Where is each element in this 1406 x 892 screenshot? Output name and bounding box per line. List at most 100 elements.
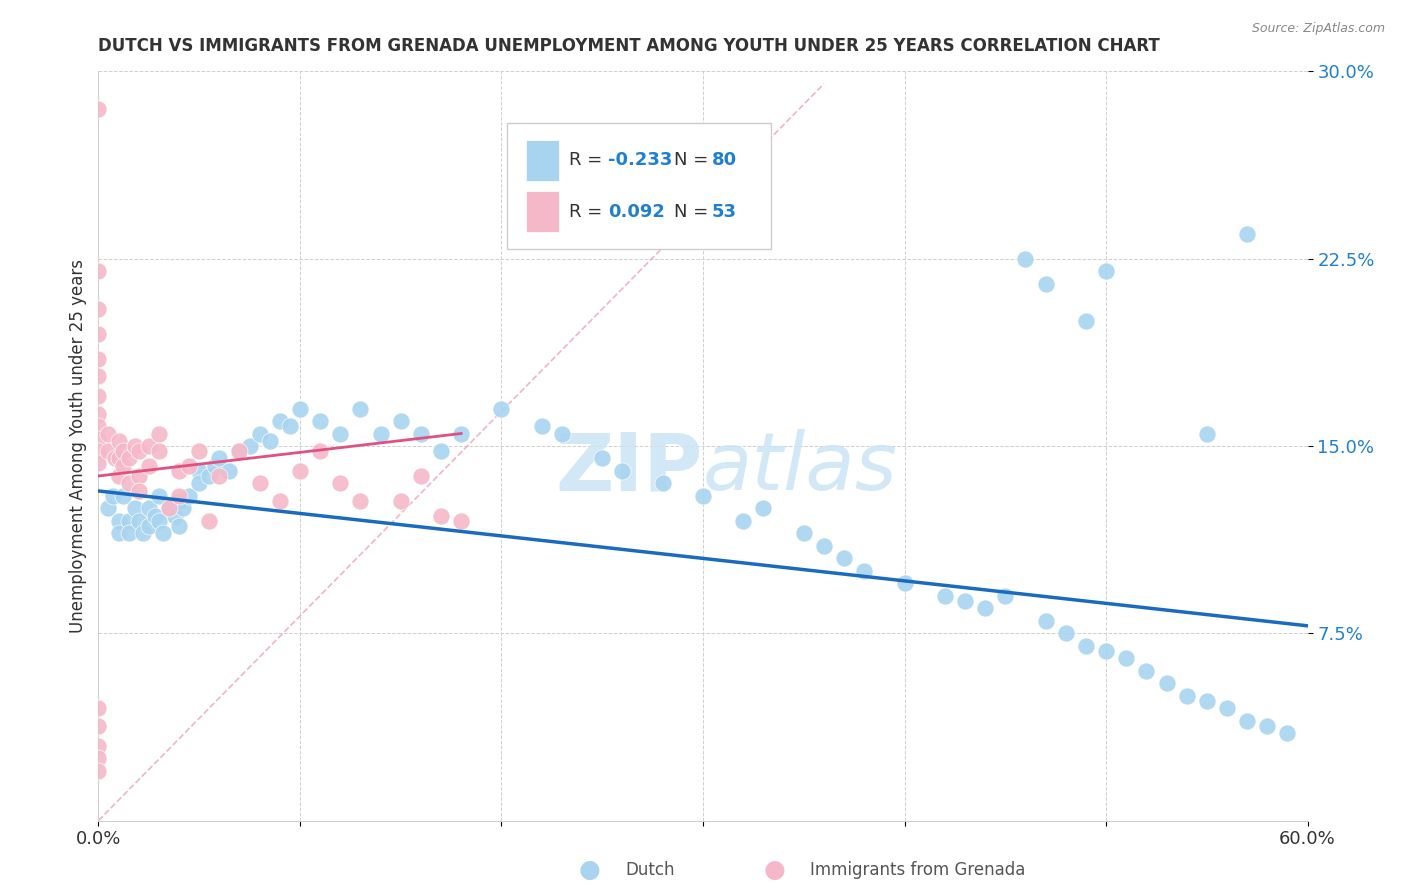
Point bbox=[143, 508, 166, 523]
Point bbox=[87, 389, 110, 403]
Point bbox=[138, 439, 160, 453]
Point bbox=[87, 739, 110, 753]
Point bbox=[832, 551, 855, 566]
Point bbox=[87, 444, 110, 458]
Point bbox=[107, 514, 129, 528]
Point bbox=[612, 464, 634, 478]
Point bbox=[87, 432, 110, 446]
Text: 0.092: 0.092 bbox=[607, 202, 665, 220]
Point bbox=[87, 719, 110, 733]
Point bbox=[111, 458, 134, 473]
Text: N =: N = bbox=[673, 202, 714, 220]
Point bbox=[111, 489, 134, 503]
Point bbox=[87, 369, 110, 384]
Point bbox=[491, 401, 513, 416]
Point bbox=[953, 594, 976, 608]
Point bbox=[551, 426, 574, 441]
Point bbox=[132, 526, 155, 541]
Point bbox=[138, 519, 160, 533]
Point bbox=[813, 539, 835, 553]
Point bbox=[692, 489, 714, 503]
Point bbox=[87, 264, 110, 278]
Point bbox=[1216, 701, 1239, 715]
Point bbox=[349, 401, 371, 416]
Point bbox=[1236, 714, 1258, 728]
Point bbox=[111, 444, 134, 458]
Point bbox=[349, 494, 371, 508]
Point bbox=[107, 451, 129, 466]
Text: ●: ● bbox=[763, 858, 786, 881]
Point bbox=[239, 439, 262, 453]
Text: 80: 80 bbox=[711, 152, 737, 169]
Point bbox=[208, 469, 231, 483]
Point bbox=[103, 451, 125, 466]
Point bbox=[188, 464, 211, 478]
Point bbox=[228, 444, 250, 458]
Point bbox=[107, 526, 129, 541]
Point bbox=[1095, 264, 1118, 278]
Point bbox=[591, 451, 613, 466]
Point bbox=[1095, 644, 1118, 658]
Point bbox=[249, 476, 271, 491]
Point bbox=[1156, 676, 1178, 690]
Point bbox=[974, 601, 997, 615]
Point bbox=[793, 526, 815, 541]
Point bbox=[152, 526, 174, 541]
Text: N =: N = bbox=[673, 152, 714, 169]
Point bbox=[1256, 719, 1278, 733]
Point bbox=[329, 476, 352, 491]
Point bbox=[430, 508, 453, 523]
Text: atlas: atlas bbox=[703, 429, 898, 508]
Point bbox=[1074, 314, 1097, 328]
Point bbox=[101, 489, 124, 503]
Point bbox=[288, 401, 311, 416]
Point bbox=[87, 407, 110, 421]
Point bbox=[389, 494, 412, 508]
Point bbox=[733, 514, 755, 528]
Text: ●: ● bbox=[579, 858, 600, 881]
Point bbox=[752, 501, 775, 516]
Point bbox=[87, 301, 110, 316]
Point bbox=[87, 751, 110, 765]
Point bbox=[1135, 664, 1157, 678]
Text: -0.233: -0.233 bbox=[607, 152, 672, 169]
Point bbox=[1074, 639, 1097, 653]
Point bbox=[1014, 252, 1036, 266]
Point bbox=[167, 519, 190, 533]
Point bbox=[1175, 689, 1198, 703]
Point bbox=[97, 426, 120, 441]
Point bbox=[118, 514, 141, 528]
Point bbox=[107, 469, 129, 483]
Point bbox=[148, 514, 170, 528]
Point bbox=[934, 589, 956, 603]
Point bbox=[87, 764, 110, 778]
Point bbox=[409, 426, 432, 441]
Point bbox=[128, 469, 150, 483]
Point bbox=[269, 494, 291, 508]
Point bbox=[249, 426, 271, 441]
Point bbox=[157, 501, 180, 516]
Point bbox=[530, 419, 553, 434]
Point bbox=[198, 514, 221, 528]
Text: ZIP: ZIP bbox=[555, 429, 703, 508]
Point bbox=[278, 419, 301, 434]
Point bbox=[118, 526, 141, 541]
Text: Immigrants from Grenada: Immigrants from Grenada bbox=[810, 861, 1025, 879]
Point bbox=[188, 444, 211, 458]
Point bbox=[128, 483, 150, 498]
Point bbox=[107, 434, 129, 448]
Point bbox=[118, 476, 141, 491]
Point bbox=[309, 444, 332, 458]
Point bbox=[148, 444, 170, 458]
Point bbox=[409, 469, 432, 483]
Text: R =: R = bbox=[568, 152, 607, 169]
Point bbox=[124, 501, 146, 516]
Point bbox=[148, 489, 170, 503]
Point bbox=[329, 426, 352, 441]
Point bbox=[87, 701, 110, 715]
Point bbox=[157, 501, 180, 516]
Point bbox=[1115, 651, 1137, 665]
Point bbox=[309, 414, 332, 428]
Point bbox=[430, 444, 453, 458]
Point bbox=[1277, 726, 1299, 740]
